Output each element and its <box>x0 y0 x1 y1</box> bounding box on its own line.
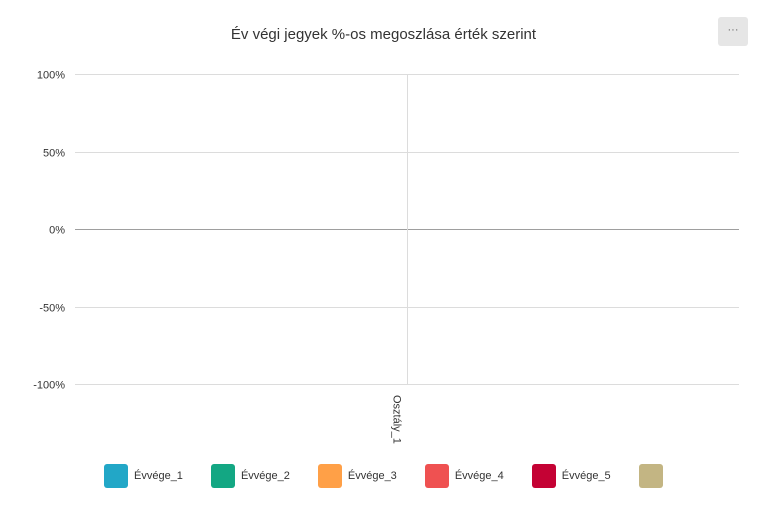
legend-label: Évvége_4 <box>454 470 504 482</box>
y-tick-label: -100% <box>33 380 65 392</box>
x-tick-label: Osztály_1 <box>391 395 403 444</box>
legend-item[interactable]: Évvége_3 <box>317 464 397 488</box>
legend-item[interactable]: Évvége_5 <box>531 464 611 488</box>
legend-label: Évvége_3 <box>347 470 397 482</box>
legend-label: Évvége_5 <box>561 470 611 482</box>
legend-swatch <box>638 464 663 488</box>
legend-swatch <box>424 464 449 488</box>
legend-swatch <box>104 464 128 488</box>
y-axis-ticks: 100% 50% 0% -50% -100% <box>33 70 65 392</box>
x-axis-ticks: Osztály_1 <box>391 395 403 444</box>
legend-item[interactable]: Évvége_1 <box>104 464 183 488</box>
legend-item[interactable]: Évvége_4 <box>424 464 504 488</box>
chart-title: Év végi jegyek %-os megoszlása érték sze… <box>230 26 537 43</box>
ellipsis-icon: ··· <box>727 23 739 36</box>
chart-menu-button[interactable]: ··· <box>718 17 748 46</box>
y-tick-label: 50% <box>43 148 65 160</box>
grid-lines <box>75 74 739 385</box>
legend-label: Évvége_2 <box>240 470 290 482</box>
legend-label: Évvége_1 <box>134 470 183 482</box>
legend-item[interactable] <box>638 464 669 488</box>
legend-swatch <box>531 464 556 488</box>
legend: Évvége_1 Évvége_2 Évvége_3 Évvége_4 Évvége_5 <box>104 464 697 488</box>
legend-swatch <box>317 464 342 488</box>
y-tick-label: -50% <box>39 303 65 315</box>
y-tick-label: 100% <box>37 70 65 82</box>
legend-item[interactable]: Évvége_2 <box>210 464 290 488</box>
legend-swatch <box>210 464 235 488</box>
y-tick-label: 0% <box>49 225 65 237</box>
